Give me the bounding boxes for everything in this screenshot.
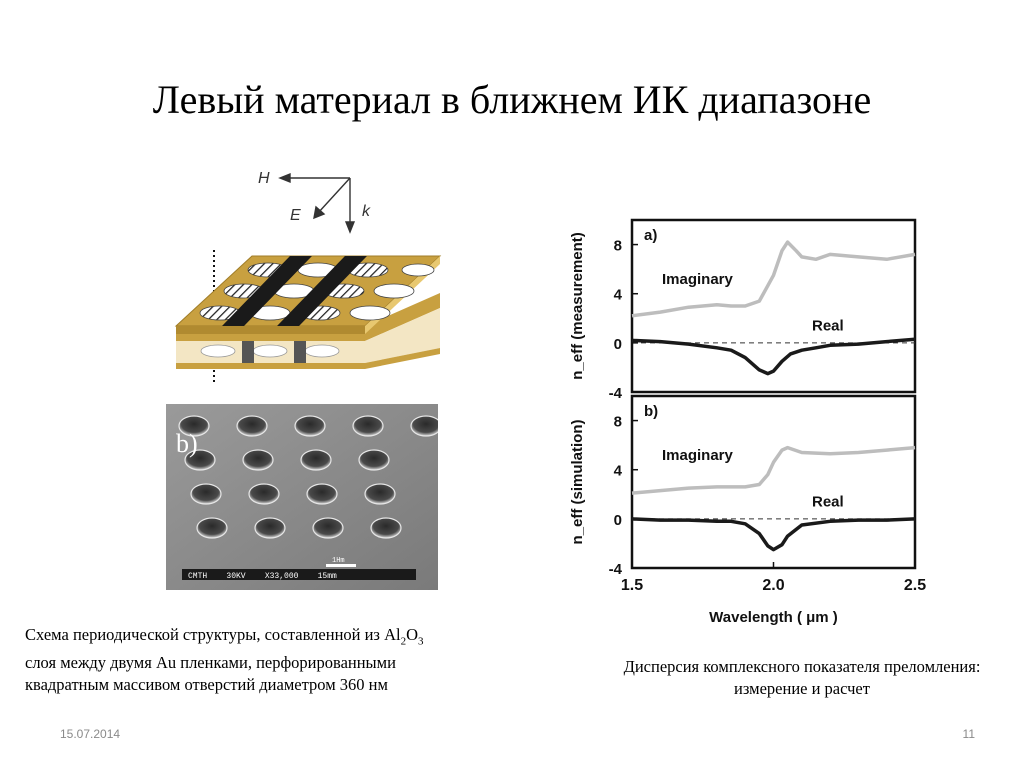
panel-frame: [630, 394, 917, 570]
sem-holes: [178, 415, 438, 539]
chart-caption: Дисперсия комплексного показателя прелом…: [623, 657, 981, 698]
series-label-real: Real: [812, 494, 844, 511]
sem-scale-label: 1Hm: [332, 557, 345, 565]
x-tick-label: 2.5: [904, 577, 926, 594]
sem-hole: [358, 449, 390, 471]
sem-hole: [242, 449, 274, 471]
vector-label-k: k: [362, 203, 371, 220]
series-label-imaginary: Imaginary: [662, 271, 734, 288]
sem-hole: [370, 517, 402, 539]
sem-scalebar: [326, 564, 356, 567]
series-line-imaginary: [631, 445, 916, 495]
top-stripe-2: [277, 256, 367, 326]
sem-hole: [312, 517, 344, 539]
series-line-imaginary: [631, 240, 916, 318]
x-tick-label: 1.5: [621, 577, 643, 594]
x-axis-label: Wavelength ( μm ): [709, 609, 838, 626]
sem-hole: [352, 415, 384, 437]
sem-hole: [184, 449, 216, 471]
slide-title: Левый материал в ближнем ИК диапазоне: [152, 77, 872, 122]
sem-hole: [300, 449, 332, 471]
series-label-real: Real: [812, 318, 844, 335]
dispersion-chart: -4 0 4 8 Imaginary Real a) n_eff (measurement) -…: [569, 218, 926, 626]
sem-hole: [178, 415, 210, 437]
lower-gold-bottom: [176, 348, 440, 369]
panel-label: a): [644, 227, 657, 244]
y-tick-label: 4: [614, 287, 623, 304]
lower-stripe-2: [294, 341, 306, 363]
slide-date: 15.07.2014: [60, 727, 121, 741]
lower-holes: [200, 344, 340, 358]
vector-label-e: E: [290, 207, 301, 224]
sem-hole: [190, 483, 222, 505]
schematic-figure: H E k: [174, 170, 442, 383]
y-tick-label: 8: [614, 238, 622, 255]
y-tick-label: 0: [614, 336, 622, 353]
sem-hole: [364, 483, 396, 505]
sem-hole: [196, 517, 228, 539]
top-stripe-1: [222, 256, 312, 326]
slide-number: 11: [962, 727, 975, 741]
series-line-real: [631, 517, 916, 552]
y-tick-label: 4: [614, 463, 623, 480]
schematic-caption: Схема периодической структуры, составлен…: [25, 625, 424, 695]
sem-micrograph: b) 1Hm CMTH 30KV X33,000 15mm: [166, 404, 438, 590]
series-line-real: [631, 337, 916, 376]
vector-label-h: H: [258, 170, 270, 187]
field-vectors: [278, 172, 356, 234]
panel-label: b): [644, 403, 658, 420]
x-tick-label: 2.0: [762, 577, 784, 594]
sem-hole: [236, 415, 268, 437]
sem-hole: [248, 483, 280, 505]
series-label-imaginary: Imaginary: [662, 447, 734, 464]
sem-hole: [254, 517, 286, 539]
y-axis-label: n_eff (measurement): [569, 232, 586, 380]
sem-scalebar-strip: [182, 569, 416, 580]
sem-panel-label: b): [176, 429, 198, 458]
top-film-front: [176, 326, 365, 334]
lower-stripe-1: [242, 341, 254, 363]
y-tick-label: 0: [614, 512, 622, 529]
panel-frame: [630, 218, 917, 394]
y-tick-label: 8: [614, 414, 622, 431]
y-tick-label: -4: [609, 385, 623, 402]
sem-scalebar-text: CMTH 30KV X33,000 15mm: [188, 572, 337, 581]
y-axis-label: n_eff (simulation): [569, 419, 586, 544]
sem-hole: [306, 483, 338, 505]
sem-hole: [294, 415, 326, 437]
y-tick-label: -4: [609, 561, 623, 578]
sem-hole: [410, 415, 438, 437]
